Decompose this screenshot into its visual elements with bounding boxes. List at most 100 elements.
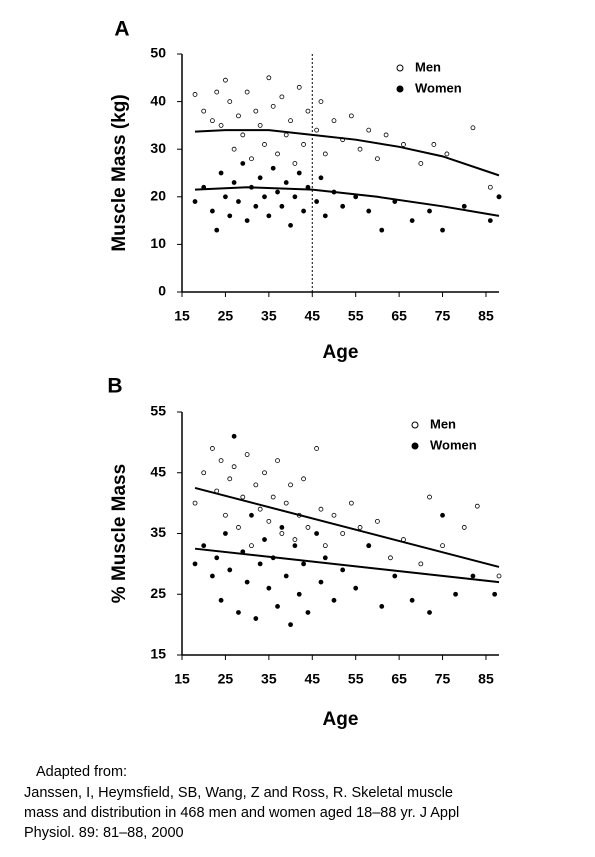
scatter-point	[392, 573, 398, 579]
scatter-point	[279, 94, 285, 100]
scatter-point	[440, 512, 445, 518]
scatter-point	[253, 203, 259, 209]
scatter-point	[262, 537, 267, 542]
x-tick-label: 65	[391, 308, 407, 324]
scatter-point	[296, 84, 302, 90]
scatter-point	[275, 189, 280, 195]
scatter-point	[348, 113, 354, 119]
scatter-point	[388, 555, 393, 561]
x-tick-label: 65	[391, 671, 407, 687]
y-tick-label: 35	[150, 524, 166, 540]
scatter-point	[375, 518, 380, 524]
fit-line	[194, 129, 500, 177]
scatter-point	[218, 170, 224, 176]
scatter-point	[236, 610, 241, 615]
scatter-point	[440, 543, 445, 549]
scatter-point	[331, 118, 337, 124]
scatter-point	[492, 591, 498, 597]
scatter-point	[209, 573, 215, 579]
caption-line: Adapted from:	[36, 764, 127, 780]
scatter-point	[292, 543, 298, 549]
legend-label: Women	[415, 80, 462, 95]
scatter-point	[379, 604, 385, 609]
scatter-point	[223, 512, 228, 518]
scatter-point	[275, 458, 280, 464]
scatter-point	[314, 531, 320, 536]
scatter-point	[401, 142, 406, 147]
scatter-point	[227, 99, 233, 104]
scatter-point	[257, 561, 263, 567]
scatter-point	[288, 622, 293, 628]
scatter-point	[236, 113, 241, 119]
scatter-point	[209, 446, 215, 451]
scatter-point	[357, 146, 363, 152]
scatter-point	[383, 132, 389, 138]
scatter-point	[314, 446, 320, 451]
legend-marker	[411, 442, 419, 450]
scatter-point	[275, 151, 280, 157]
y-tick-label: 55	[150, 403, 166, 419]
legend-marker	[396, 85, 404, 93]
scatter-point	[253, 616, 259, 621]
caption-line: Physiol. 89: 81–88, 2000	[24, 825, 184, 841]
scatter-point	[236, 525, 241, 530]
scatter-point	[231, 180, 237, 185]
scatter-point	[296, 591, 302, 597]
scatter-point	[318, 99, 324, 104]
scatter-point	[322, 555, 328, 561]
scatter-point	[296, 170, 302, 176]
panel-label: B	[107, 375, 122, 398]
fit-line	[194, 486, 500, 568]
scatter-point	[227, 567, 233, 573]
y-tick-label: 25	[150, 585, 166, 601]
scatter-point	[270, 494, 276, 500]
x-tick-label: 35	[261, 671, 277, 687]
scatter-point	[461, 525, 467, 530]
scatter-point	[270, 103, 276, 109]
scatter-point	[257, 175, 263, 181]
y-tick-label: 15	[150, 646, 166, 662]
scatter-point	[322, 543, 328, 549]
scatter-point	[301, 476, 306, 482]
scatter-point	[375, 156, 380, 162]
scatter-point	[427, 494, 432, 500]
scatter-point	[470, 573, 476, 579]
scatter-point	[253, 482, 259, 488]
fit-line	[194, 547, 500, 584]
scatter-point	[331, 597, 337, 603]
y-tick-label: 45	[150, 463, 166, 479]
scatter-point	[192, 561, 198, 567]
scatter-point	[283, 573, 289, 579]
scatter-point	[470, 125, 476, 131]
scatter-point	[231, 433, 237, 439]
x-tick-label: 75	[435, 671, 451, 687]
scatter-point	[279, 203, 285, 209]
scatter-point	[249, 543, 254, 549]
x-axis-title: Age	[323, 342, 359, 363]
scatter-point	[379, 227, 385, 233]
scatter-point	[209, 118, 215, 124]
scatter-point	[249, 156, 254, 162]
legend-label: Men	[430, 416, 456, 431]
scatter-point	[444, 151, 450, 157]
scatter-point	[201, 470, 207, 476]
scatter-point	[418, 561, 424, 567]
y-tick-label: 30	[150, 140, 166, 156]
fit-line	[194, 186, 500, 217]
scatter-point	[314, 127, 320, 133]
scatter-point	[279, 525, 285, 530]
scatter-point	[227, 213, 233, 219]
y-axis-title: Muscle Mass (kg)	[109, 94, 130, 251]
scatter-point	[288, 482, 293, 488]
scatter-point	[231, 146, 237, 152]
x-tick-label: 45	[304, 308, 320, 324]
scatter-point	[292, 537, 298, 542]
scatter-point	[249, 512, 254, 518]
scatter-point	[240, 132, 246, 138]
x-tick-label: 45	[304, 671, 320, 687]
scatter-point	[266, 75, 272, 81]
scatter-point	[244, 218, 250, 224]
scatter-point	[301, 561, 306, 567]
scatter-point	[322, 213, 328, 219]
